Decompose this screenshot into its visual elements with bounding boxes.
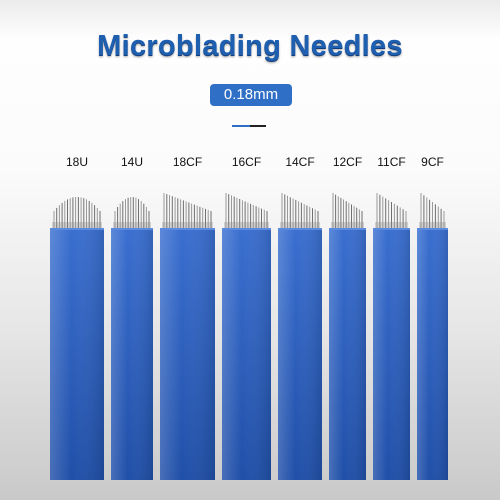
needle-label-14u: 14U bbox=[120, 155, 143, 169]
top-shade bbox=[0, 0, 500, 40]
needle-18cf bbox=[160, 193, 215, 480]
needle-label-14cf: 14CF bbox=[285, 155, 315, 169]
needle-label-18cf: 18CF bbox=[172, 155, 203, 169]
needle-label-12cf: 12CF bbox=[332, 155, 363, 169]
needle-16cf bbox=[222, 193, 271, 480]
needle-18u bbox=[50, 197, 104, 480]
needle-label-11cf: 11CF bbox=[377, 155, 406, 169]
needle-pins-18u bbox=[52, 197, 102, 229]
needle-pins-11cf bbox=[375, 193, 408, 229]
needle-pins-9cf bbox=[419, 193, 446, 229]
divider-dark bbox=[250, 125, 266, 127]
needle-pins-18cf bbox=[162, 193, 213, 229]
needle-12cf bbox=[329, 193, 366, 480]
needle-14u bbox=[111, 197, 153, 480]
needle-11cf bbox=[373, 193, 410, 480]
divider-accent bbox=[232, 125, 250, 127]
needle-label-16cf: 16CF bbox=[231, 155, 262, 169]
needle-pins-16cf bbox=[224, 193, 269, 229]
needle-label-9cf: 9CF bbox=[421, 155, 444, 169]
page-title: Microblading Needles bbox=[97, 30, 403, 62]
needle-pins-14cf bbox=[280, 193, 320, 229]
needle-label-18u: 18U bbox=[65, 155, 88, 169]
size-badge: 0.18mm bbox=[210, 84, 292, 106]
needle-14cf bbox=[278, 193, 322, 480]
needle-pins-14u bbox=[113, 197, 151, 229]
needle-9cf bbox=[417, 193, 448, 480]
needle-pins-12cf bbox=[331, 193, 364, 229]
